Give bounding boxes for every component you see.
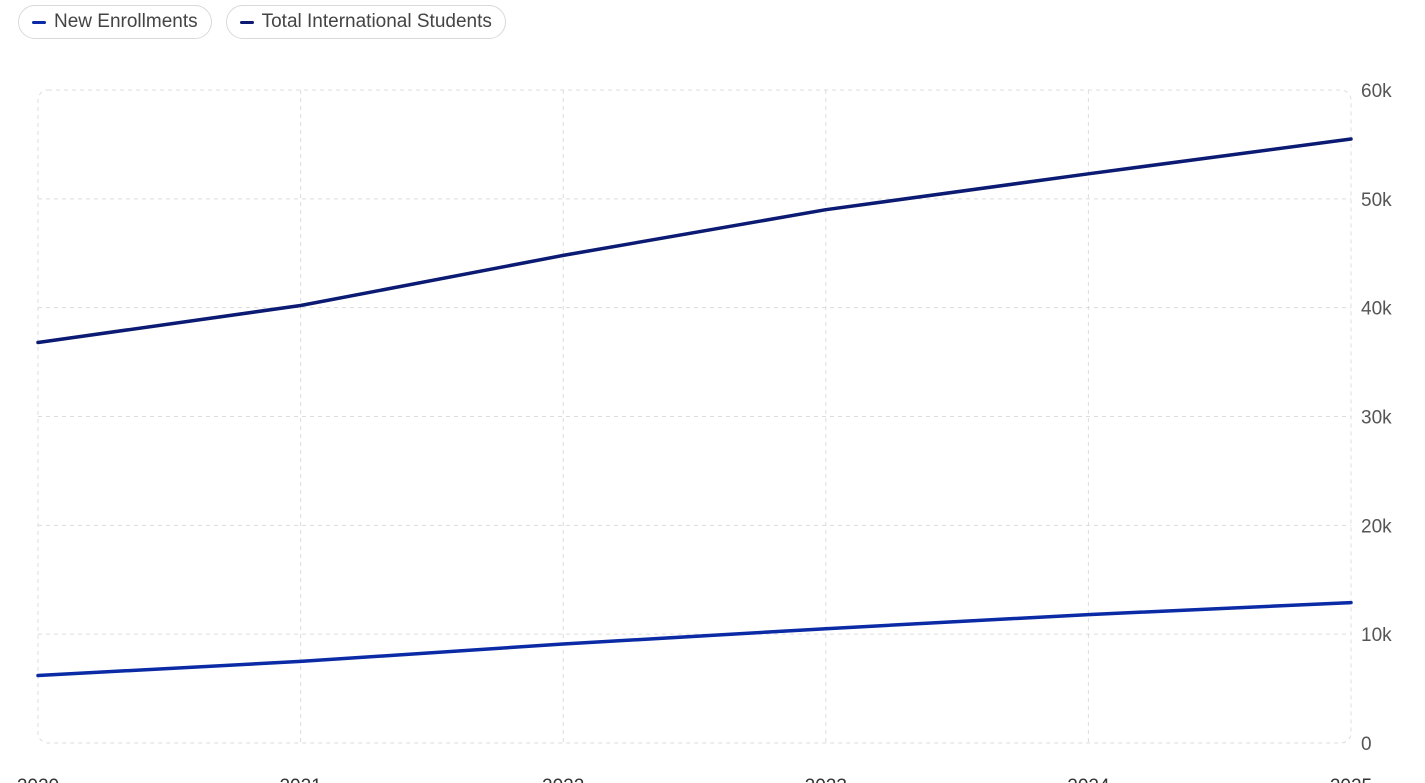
- x-tick-label: 2024: [1067, 776, 1110, 783]
- chart-grid: [37, 89, 1352, 744]
- legend-label-new-enrollments: New Enrollments: [54, 11, 198, 32]
- x-tick-label: 2020: [17, 776, 59, 783]
- legend-swatch-new-enrollments: [32, 20, 46, 24]
- y-tick-label: 10k: [1361, 625, 1392, 646]
- y-tick-label: 20k: [1361, 516, 1392, 537]
- x-tick-label: 2025: [1330, 776, 1372, 783]
- legend-item-new-enrollments[interactable]: New Enrollments: [18, 5, 212, 39]
- y-tick-label: 40k: [1361, 299, 1392, 320]
- y-tick-label: 30k: [1361, 408, 1392, 429]
- legend-label-total-international-students: Total International Students: [261, 11, 492, 32]
- series-line-new-enrollments: [36, 600, 1353, 678]
- x-tick-label: 2023: [805, 776, 847, 783]
- y-tick-label: 0: [1361, 734, 1372, 755]
- series-line-total-international-students: [36, 137, 1353, 345]
- y-axis-ticks: 0 10k 20k 30k 40k 50k 60k: [1361, 81, 1392, 755]
- chart-legend: New Enrollments Total International Stud…: [18, 5, 506, 39]
- y-tick-label: 60k: [1361, 81, 1392, 102]
- x-tick-label: 2022: [542, 776, 584, 783]
- chart-series: [36, 137, 1353, 678]
- x-axis-ticks: 2020 2021 2022 2023 2024 2025: [17, 776, 1372, 783]
- y-tick-label: 50k: [1361, 190, 1392, 211]
- x-tick-label: 2021: [279, 776, 321, 783]
- legend-item-total-international-students[interactable]: Total International Students: [225, 5, 506, 39]
- legend-swatch-total-international-students: [239, 20, 254, 24]
